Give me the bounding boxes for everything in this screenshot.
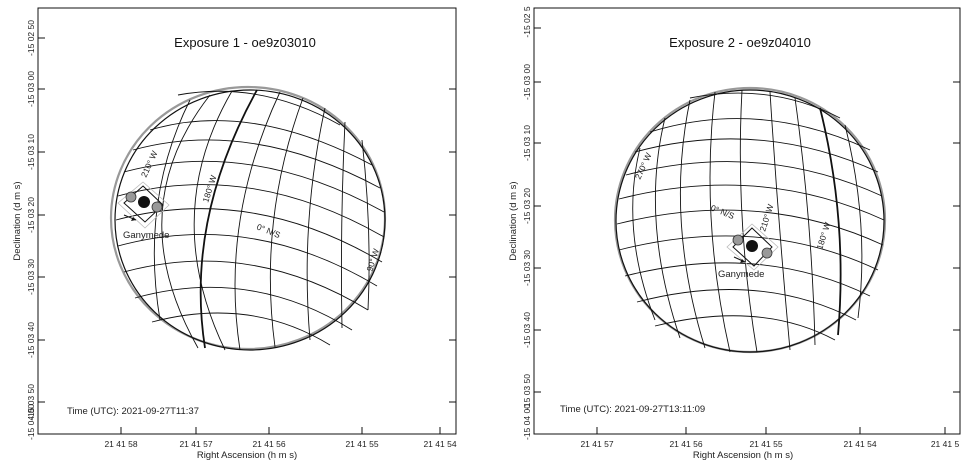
y-tick-label: -15 02 5 — [522, 6, 532, 37]
y-tick-label: -15 03 50 — [26, 384, 36, 420]
y-tick-label: -15 03 10 — [522, 125, 532, 161]
x-tick-label: 21 41 54 — [423, 439, 456, 449]
panel-title: Exposure 1 - oe9z03010 — [174, 35, 316, 50]
meridian-label: 210° W — [139, 149, 160, 179]
y-tick-label: -15 03 20 — [26, 197, 36, 233]
x-tick-label: 21 41 55 — [345, 439, 378, 449]
y-axis-label: Declination (d m s) — [508, 181, 519, 260]
x-tick-label: 21 41 58 — [104, 439, 137, 449]
y-tick-label: -15 03 50 — [522, 374, 532, 410]
panel-exposure-1: 21 41 58 21 41 57 21 41 56 21 41 55 21 4… — [12, 7, 457, 461]
y-tick-label: -15 04 00 — [522, 404, 532, 440]
x-tick-label: 21 41 55 — [749, 439, 782, 449]
ganymede-marker — [117, 181, 170, 229]
x-tick-label: 21 41 54 — [843, 439, 876, 449]
y-tick-label: -15 03 00 — [522, 64, 532, 100]
meridian-label: 210° W — [757, 203, 775, 233]
x-tick-label: 21 41 5 — [931, 439, 960, 449]
x-tick-label: 21 41 57 — [179, 439, 212, 449]
panel-exposure-2: 21 41 57 21 41 56 21 41 55 21 41 54 21 4… — [508, 6, 961, 461]
meridian-label: 0° N/S — [255, 222, 282, 241]
x-ticks — [596, 427, 946, 434]
y-ticks — [38, 37, 456, 403]
y-tick-label: -15 03 40 — [522, 312, 532, 348]
jupiter-disk — [109, 85, 387, 351]
panel-title: Exposure 2 - oe9z04010 — [669, 35, 811, 50]
moon-label: Ganymede — [718, 269, 764, 280]
x-axis-label: Right Ascension (h m s) — [693, 450, 793, 461]
y-tick-label: -15 03 20 — [522, 188, 532, 224]
x-tick-label: 21 41 56 — [669, 439, 702, 449]
plot-frame — [533, 7, 961, 435]
y-tick-label: -15 03 00 — [26, 71, 36, 107]
y-tick-label: -15 03 40 — [26, 322, 36, 358]
meridian-label: 180° W — [814, 221, 832, 251]
time-label: Time (UTC): 2021-09-27T11:37 — [67, 406, 199, 417]
x-tick-label: 21 41 57 — [580, 439, 613, 449]
y-axis-label: Declination (d m s) — [12, 181, 23, 260]
y-tick-label: -15 03 30 — [26, 259, 36, 295]
x-tick-label: 21 41 56 — [252, 439, 285, 449]
moon-label: Ganymede — [123, 230, 169, 241]
ganymede-marker — [726, 223, 779, 271]
y-tick-label: -15 04 00 — [26, 404, 36, 440]
x-ticks — [120, 427, 441, 434]
time-label: Time (UTC): 2021-09-27T13:11:09 — [560, 404, 705, 415]
x-axis-label: Right Ascension (h m s) — [197, 450, 297, 461]
y-tick-label: -15 03 30 — [522, 250, 532, 286]
plot-frame — [37, 7, 457, 435]
meridian-label: 0° N/S — [709, 203, 736, 222]
jupiter-disk — [613, 86, 887, 354]
y-tick-label: -15 03 10 — [26, 134, 36, 170]
y-tick-label: -15 02 50 — [26, 20, 36, 56]
y-ticks — [534, 27, 960, 393]
